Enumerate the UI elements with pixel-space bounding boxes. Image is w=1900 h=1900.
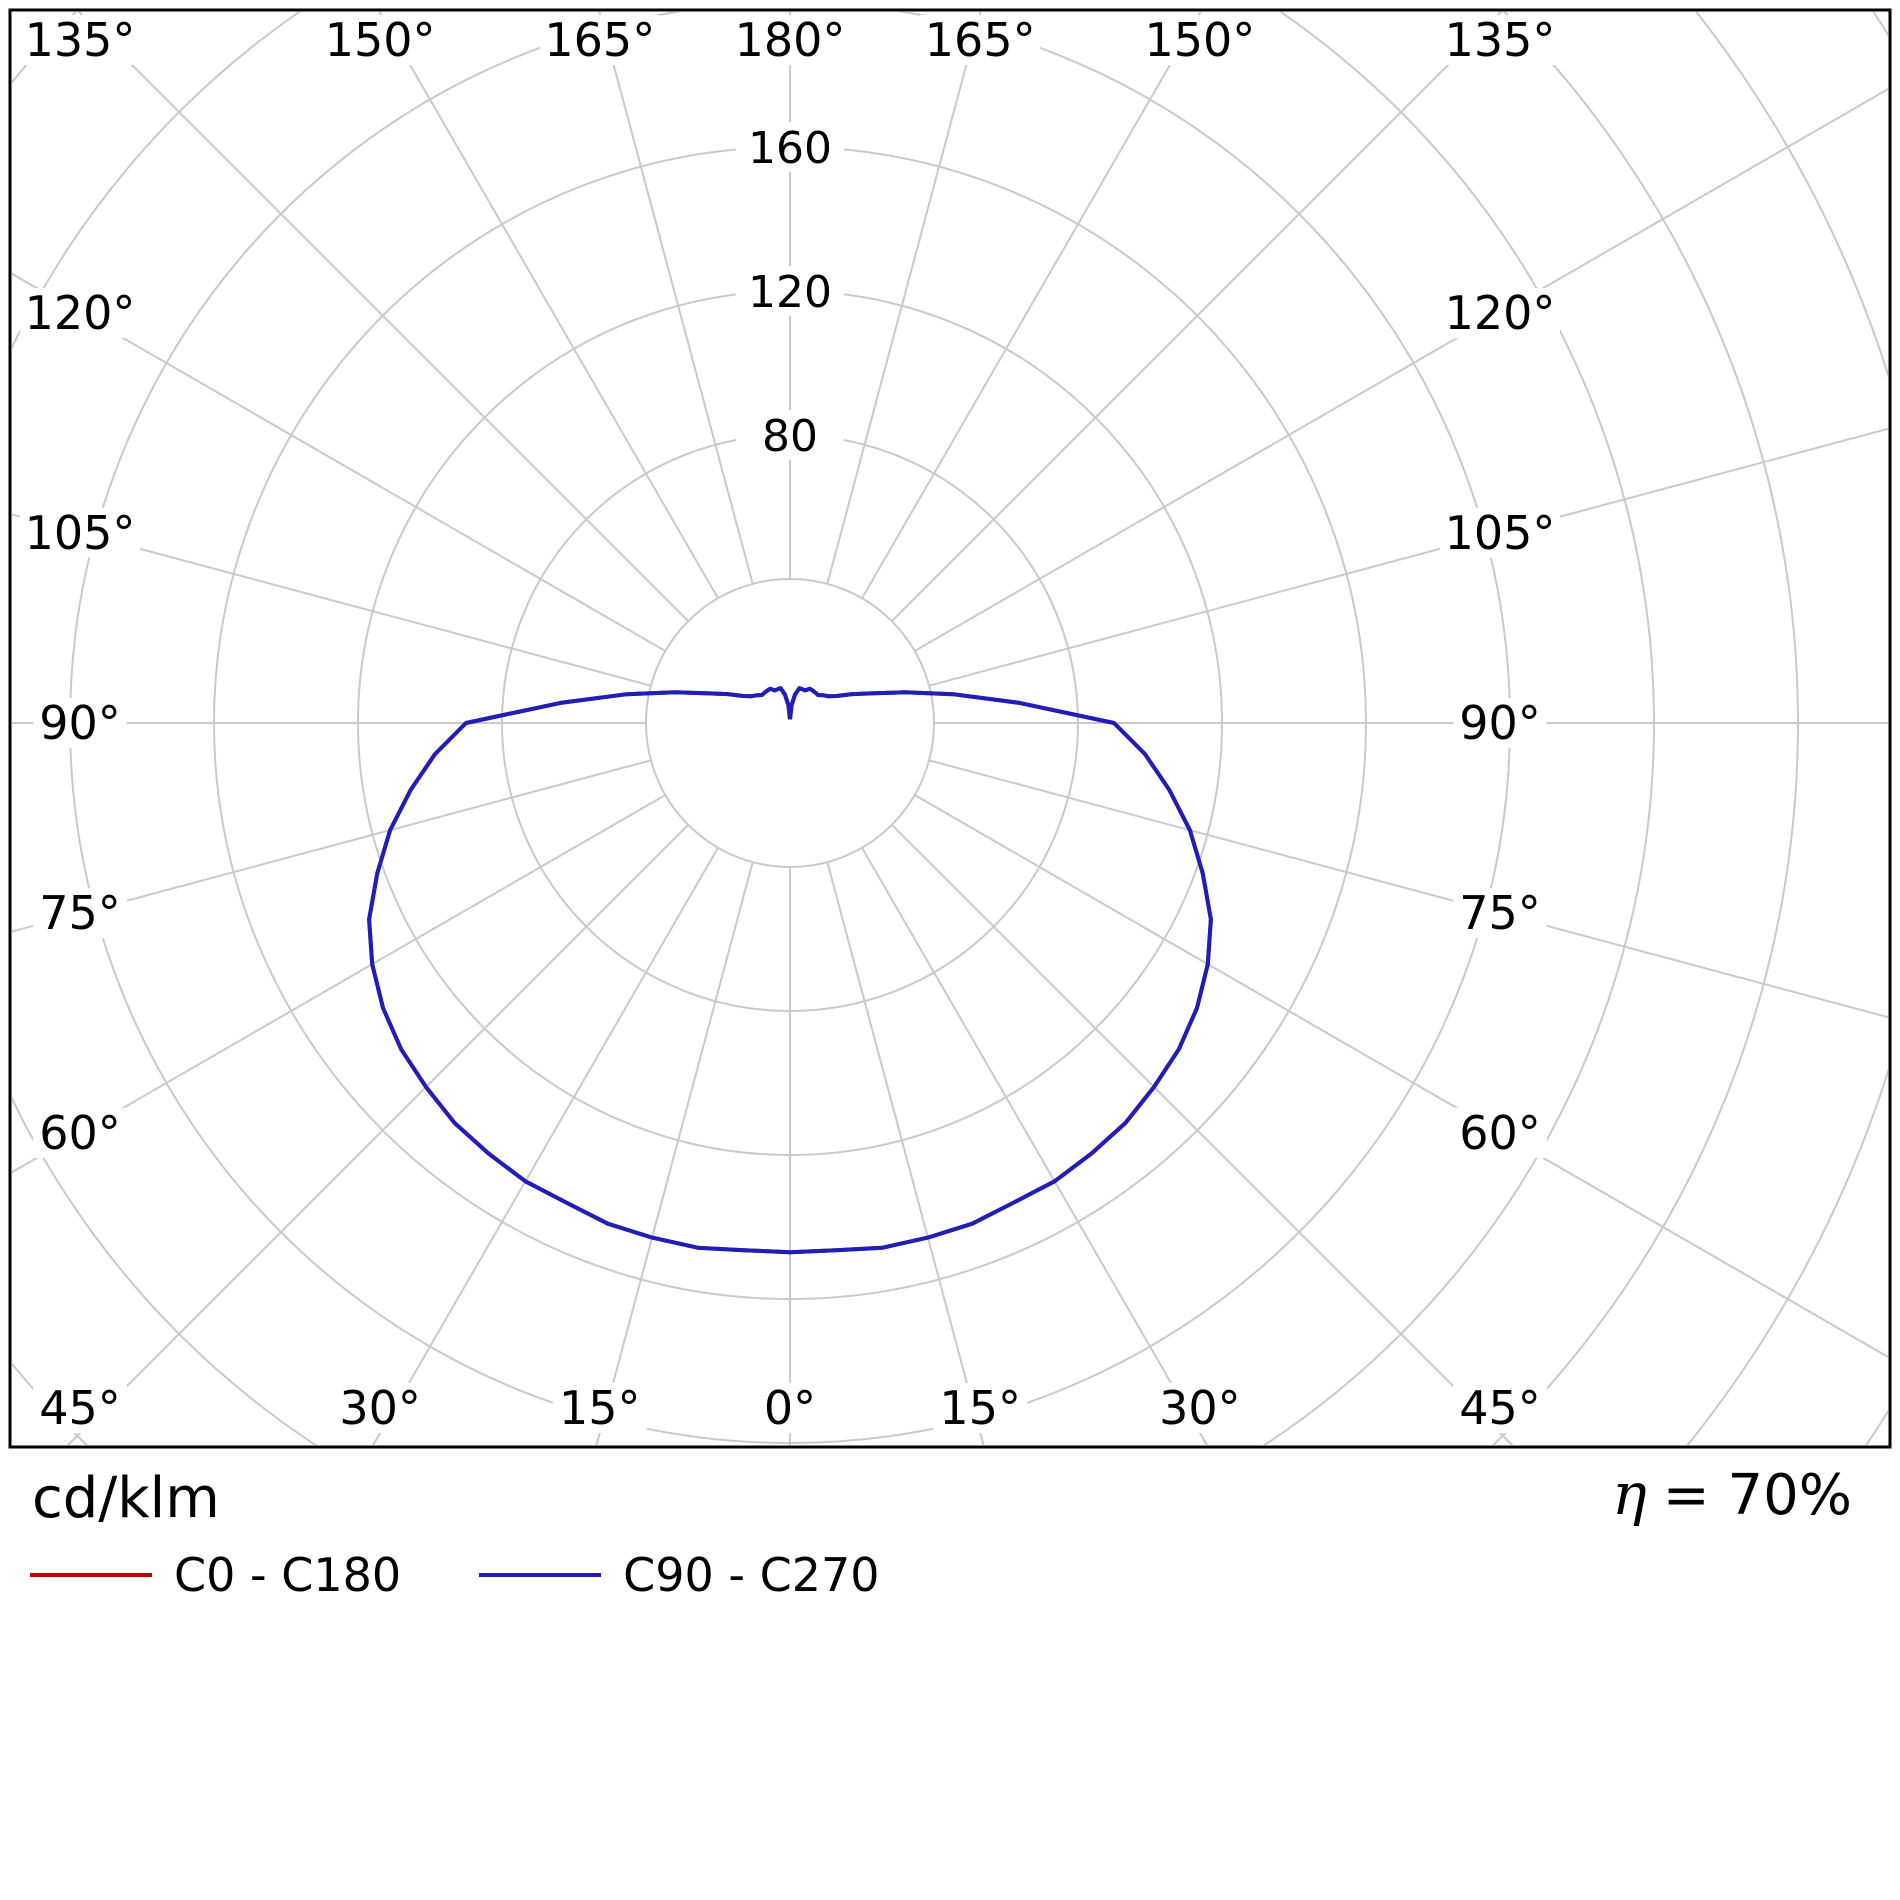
angle-label: 75° — [39, 886, 121, 940]
grid-spoke — [914, 87, 1888, 652]
ring-label: 120 — [748, 267, 832, 318]
angle-label: 105° — [25, 506, 136, 560]
grid-spoke — [861, 847, 1208, 1445]
angle-label: 180° — [735, 13, 846, 67]
grid-spoke — [928, 759, 1888, 1019]
angle-label: 30° — [339, 1381, 421, 1435]
grid-spoke — [378, 12, 719, 599]
grid-spoke — [595, 861, 754, 1445]
angle-label: 15° — [559, 1381, 641, 1435]
grid-spoke — [12, 794, 666, 1174]
grid-spoke — [66, 824, 689, 1445]
angle-label-bg — [33, 1107, 127, 1158]
polar-diagram: 80 120 160 0° 15° 15° 30° 30° 45° 45° 60° 60° 75° 75°… — [8, 8, 1892, 1449]
angle-label-bg — [20, 288, 140, 339]
angle-label: 60° — [1459, 1106, 1541, 1160]
angle-label-bg — [539, 15, 660, 65]
angle-label: 120° — [1445, 286, 1556, 340]
angle-label-bg — [552, 1383, 647, 1433]
polar-grid — [12, 12, 1888, 1445]
curves — [367, 686, 1213, 1255]
angle-label-bg — [20, 507, 140, 558]
angle-label: 30° — [1159, 1381, 1241, 1435]
grid-spoke — [891, 12, 1503, 622]
angle-label: 135° — [1445, 13, 1556, 67]
grid-spoke — [914, 794, 1888, 1359]
ring-label-bg — [736, 266, 844, 316]
angle-label-bg — [1440, 507, 1560, 558]
angle-label: 90° — [39, 696, 121, 750]
angle-label-bg — [33, 698, 127, 748]
eta-value: = 70% — [1662, 1463, 1852, 1528]
grid-ring — [645, 578, 935, 868]
angle-label-bg — [756, 1383, 824, 1433]
ring-label: 160 — [748, 123, 832, 174]
angle-label-bg — [20, 15, 140, 65]
angle-label: 60° — [39, 1106, 121, 1160]
angle-label-bg — [730, 15, 850, 65]
efficiency-label: η = 70% — [1612, 1460, 1852, 1528]
angle-label: 165° — [925, 13, 1036, 67]
ring-label-bg — [736, 410, 844, 460]
grid-spoke — [861, 12, 1202, 599]
angle-label-bg — [320, 15, 441, 65]
grid-spoke — [77, 12, 689, 622]
curve-c90-c270 — [367, 686, 1213, 1255]
angle-label: 165° — [544, 13, 655, 67]
eta-symbol: η — [1612, 1460, 1647, 1528]
units-label: cd/klm — [32, 1466, 220, 1531]
plot-frame — [8, 8, 1892, 1449]
legend-line-c0-c180 — [30, 1573, 152, 1577]
grid-spoke — [928, 427, 1888, 687]
angle-label-bg — [1453, 1107, 1547, 1158]
ring-label-bg — [736, 122, 844, 172]
angle-label: 105° — [1445, 506, 1556, 560]
angle-label: 45° — [1459, 1381, 1541, 1435]
angle-label: 150° — [1144, 13, 1255, 67]
legend-line-c90-c270 — [479, 1573, 602, 1577]
grid-spoke — [12, 272, 666, 652]
angle-label: 150° — [325, 13, 436, 67]
angle-label-bg — [333, 1383, 428, 1433]
grid-spoke — [372, 847, 719, 1445]
angle-label-bg — [1453, 888, 1547, 939]
angle-label: 120° — [25, 286, 136, 340]
grid-spoke — [598, 12, 754, 585]
angle-label: 0° — [764, 1381, 816, 1435]
angle-label: 135° — [25, 13, 136, 67]
grid-spoke — [826, 861, 985, 1445]
angle-label-bg — [1453, 698, 1547, 748]
angle-label: 45° — [39, 1381, 121, 1435]
legend-item-c0-c180: C0 - C180 — [30, 1548, 401, 1602]
angle-label-bg — [1453, 1383, 1547, 1433]
angle-label-bg — [1152, 1383, 1247, 1433]
angle-label-bg — [33, 1383, 127, 1433]
angle-label-bg — [33, 888, 127, 939]
grid-ring — [12, 12, 1655, 1445]
angle-label: 15° — [939, 1381, 1021, 1435]
legend-label-c90-c270: C90 - C270 — [623, 1548, 880, 1602]
angle-label-bg — [1139, 15, 1260, 65]
legend: C0 - C180 C90 - C270 — [30, 1548, 880, 1602]
angle-label-bg — [1440, 288, 1560, 339]
angle-label-bg — [1440, 15, 1560, 65]
angle-label: 90° — [1459, 696, 1541, 750]
angle-label-bg — [920, 15, 1041, 65]
grid-spoke — [826, 12, 982, 585]
ring-label: 80 — [762, 411, 818, 462]
angle-label: 75° — [1459, 886, 1541, 940]
grid-spoke — [891, 824, 1514, 1445]
legend-label-c0-c180: C0 - C180 — [174, 1548, 402, 1602]
legend-item-c90-c270: C90 - C270 — [479, 1548, 880, 1602]
angle-label-bg — [933, 1383, 1028, 1433]
